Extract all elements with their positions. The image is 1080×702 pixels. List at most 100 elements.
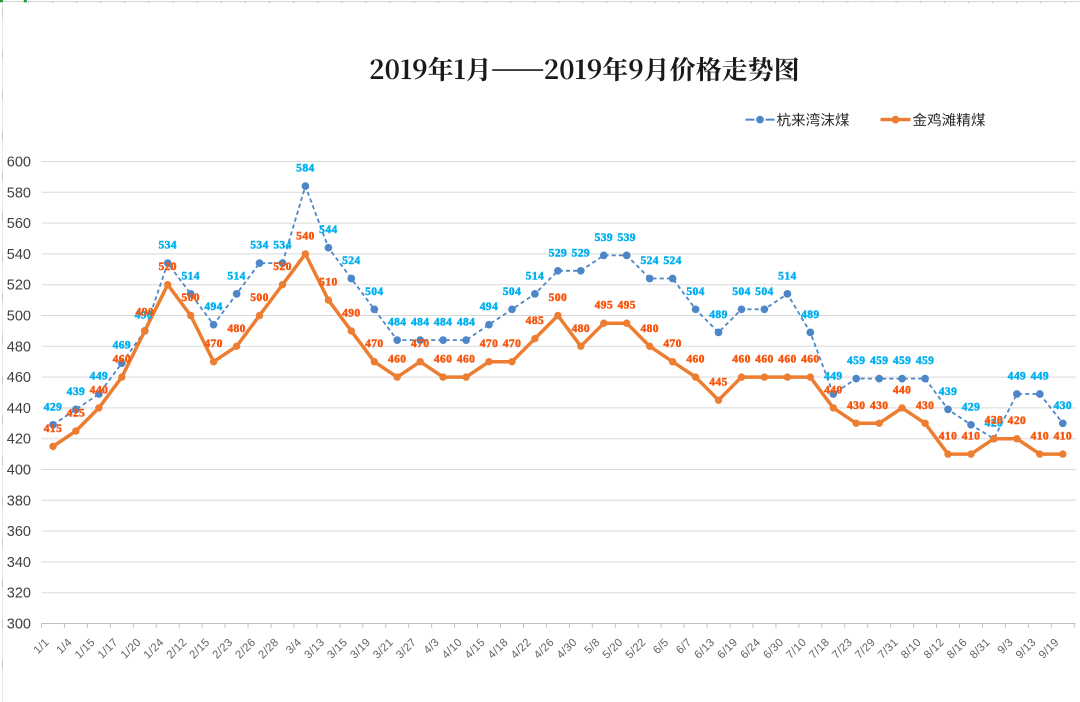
- svg-text:469: 469: [113, 340, 131, 352]
- svg-text:460: 460: [388, 354, 406, 366]
- svg-text:459: 459: [847, 355, 865, 367]
- svg-text:490: 490: [342, 307, 360, 319]
- svg-text:460: 460: [801, 354, 819, 366]
- svg-text:510: 510: [319, 277, 337, 289]
- svg-text:540: 540: [7, 247, 31, 263]
- svg-text:524: 524: [663, 255, 681, 267]
- svg-text:504: 504: [686, 286, 704, 298]
- svg-text:449: 449: [90, 371, 108, 383]
- svg-text:410: 410: [1031, 431, 1049, 443]
- svg-text:340: 340: [7, 555, 31, 571]
- svg-text:439: 439: [939, 386, 957, 398]
- svg-text:429: 429: [962, 401, 980, 413]
- svg-text:480: 480: [7, 339, 31, 355]
- svg-text:490: 490: [136, 307, 154, 319]
- svg-text:500: 500: [250, 292, 268, 304]
- svg-text:420: 420: [7, 432, 31, 448]
- svg-text:500: 500: [549, 292, 567, 304]
- svg-text:540: 540: [296, 230, 314, 242]
- svg-text:544: 544: [319, 224, 337, 236]
- svg-text:459: 459: [916, 355, 934, 367]
- svg-text:484: 484: [388, 317, 406, 329]
- svg-text:460: 460: [732, 354, 750, 366]
- svg-text:600: 600: [7, 155, 31, 171]
- svg-text:539: 539: [595, 232, 613, 244]
- svg-text:430: 430: [916, 400, 934, 412]
- svg-text:460: 460: [755, 354, 773, 366]
- svg-text:484: 484: [457, 317, 475, 329]
- svg-text:484: 484: [411, 317, 429, 329]
- svg-text:480: 480: [227, 323, 245, 335]
- svg-text:410: 410: [1054, 431, 1072, 443]
- svg-text:480: 480: [640, 323, 658, 335]
- svg-text:504: 504: [732, 286, 750, 298]
- svg-text:514: 514: [778, 270, 796, 282]
- svg-text:489: 489: [709, 309, 727, 321]
- svg-text:529: 529: [572, 247, 590, 259]
- svg-text:459: 459: [870, 355, 888, 367]
- svg-text:500: 500: [181, 292, 199, 304]
- svg-text:445: 445: [709, 377, 727, 389]
- svg-text:514: 514: [526, 270, 544, 282]
- svg-text:495: 495: [617, 300, 635, 312]
- svg-text:449: 449: [1031, 371, 1049, 383]
- svg-text:470: 470: [365, 338, 383, 350]
- svg-text:504: 504: [755, 286, 773, 298]
- svg-text:514: 514: [181, 270, 199, 282]
- svg-text:494: 494: [480, 301, 498, 313]
- svg-text:504: 504: [365, 286, 383, 298]
- svg-text:484: 484: [434, 317, 452, 329]
- svg-text:470: 470: [503, 338, 521, 350]
- svg-text:504: 504: [503, 286, 521, 298]
- svg-text:380: 380: [7, 493, 31, 509]
- svg-text:539: 539: [617, 232, 635, 244]
- svg-text:415: 415: [44, 423, 62, 435]
- svg-text:480: 480: [572, 323, 590, 335]
- svg-text:470: 470: [480, 338, 498, 350]
- svg-text:460: 460: [434, 354, 452, 366]
- svg-text:300: 300: [7, 617, 31, 633]
- svg-text:425: 425: [67, 408, 85, 420]
- svg-text:420: 420: [1008, 415, 1026, 427]
- svg-text:429: 429: [44, 401, 62, 413]
- svg-text:520: 520: [273, 261, 291, 273]
- svg-text:440: 440: [824, 384, 842, 396]
- svg-text:449: 449: [1008, 371, 1026, 383]
- svg-text:494: 494: [204, 301, 222, 313]
- svg-text:430: 430: [1054, 400, 1072, 412]
- svg-text:560: 560: [7, 216, 31, 232]
- svg-text:485: 485: [526, 315, 544, 327]
- svg-text:410: 410: [962, 431, 980, 443]
- svg-text:500: 500: [7, 309, 31, 325]
- svg-text:524: 524: [640, 255, 658, 267]
- svg-text:360: 360: [7, 524, 31, 540]
- svg-text:489: 489: [801, 309, 819, 321]
- svg-text:524: 524: [342, 255, 360, 267]
- svg-text:514: 514: [227, 270, 245, 282]
- svg-text:520: 520: [158, 261, 176, 273]
- svg-text:430: 430: [847, 400, 865, 412]
- svg-text:449: 449: [824, 371, 842, 383]
- svg-text:470: 470: [663, 338, 681, 350]
- svg-text:439: 439: [67, 386, 85, 398]
- svg-text:460: 460: [778, 354, 796, 366]
- svg-text:490: 490: [135, 310, 153, 322]
- svg-text:529: 529: [549, 247, 567, 259]
- svg-text:534: 534: [273, 240, 291, 252]
- svg-text:534: 534: [250, 240, 268, 252]
- svg-text:459: 459: [893, 355, 911, 367]
- svg-text:440: 440: [893, 384, 911, 396]
- svg-text:440: 440: [7, 401, 31, 417]
- svg-text:520: 520: [7, 278, 31, 294]
- svg-text:460: 460: [457, 354, 475, 366]
- svg-text:460: 460: [7, 370, 31, 386]
- svg-text:400: 400: [7, 463, 31, 479]
- svg-text:584: 584: [296, 163, 314, 175]
- svg-text:420: 420: [985, 415, 1003, 427]
- svg-text:460: 460: [113, 354, 131, 366]
- svg-text:420: 420: [985, 418, 1003, 430]
- svg-text:580: 580: [7, 185, 31, 201]
- svg-text:470: 470: [204, 338, 222, 350]
- svg-text:534: 534: [158, 240, 176, 252]
- svg-text:410: 410: [939, 431, 957, 443]
